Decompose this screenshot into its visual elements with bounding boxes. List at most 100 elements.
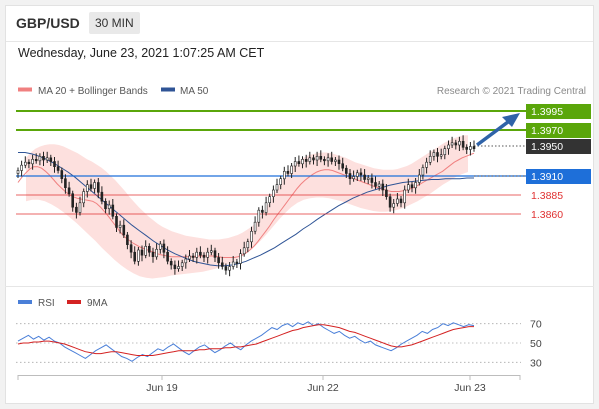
candle-bear: [388, 196, 392, 208]
candle-bear: [465, 146, 469, 150]
forecast-arrow-shaft: [475, 117, 514, 147]
chart-header: GBP/USD 30 MIN: [6, 6, 593, 42]
candle-bear: [341, 163, 345, 169]
level-1-3910-tag: [526, 169, 591, 184]
candle-bear: [148, 246, 151, 253]
candle-bear: [344, 167, 348, 174]
candle-bear: [49, 157, 53, 162]
candle-bull: [468, 146, 472, 150]
candle-bear: [213, 250, 217, 258]
candle-bull: [144, 246, 147, 256]
candle-bull: [231, 261, 235, 267]
rsi-layer: 70 50 30: [16, 319, 542, 369]
candle-bull: [206, 251, 209, 258]
candle-bull: [246, 241, 250, 248]
candle-bear: [97, 182, 100, 193]
level-1-3970-label: 1.3970: [531, 125, 563, 137]
candle-bear: [100, 191, 104, 202]
candle-bull: [45, 157, 49, 161]
candle-bull: [93, 182, 96, 189]
candles-layer: [16, 135, 476, 277]
candle-bear: [111, 204, 115, 217]
candle-bear: [122, 224, 126, 236]
candle-bull: [228, 266, 231, 271]
candle-bear: [399, 198, 403, 204]
candle-bear: [436, 152, 439, 157]
candle-bull: [301, 159, 304, 165]
candle-bull: [78, 202, 82, 213]
candle-bear: [42, 156, 45, 161]
candle-bear: [191, 255, 195, 258]
level-lines-layer: 1.3995 1.3970 1.3950 1.3910 1.3885 1.3860: [16, 104, 591, 221]
candle-bull: [38, 156, 42, 162]
level-1-3860-label: 1.3860: [531, 209, 563, 221]
candle-bear: [89, 184, 93, 189]
candle-bear: [75, 206, 78, 213]
rsi-tick-70: 70: [530, 319, 542, 331]
bollinger-band-layer: [26, 135, 468, 279]
level-1-3995-tag: [526, 104, 591, 119]
candle-bear: [140, 249, 144, 256]
candle-bear: [348, 173, 352, 179]
candle-bull: [428, 156, 432, 163]
candle-bear: [67, 187, 71, 195]
research-credit: Research © 2021 Trading Central: [437, 86, 586, 97]
level-1-3995-label: 1.3995: [531, 106, 563, 118]
candle-bull: [177, 266, 180, 270]
forecast-arrow-layer: [475, 113, 520, 147]
candle-bull: [23, 161, 27, 166]
ma20-legend-label: MA 20 + Bollinger Bands: [38, 86, 148, 97]
candle-bull: [334, 159, 337, 162]
candle-bull: [392, 203, 396, 208]
x-tick-label: Jun 22: [307, 382, 339, 394]
candle-bear: [461, 141, 465, 148]
candle-bear: [64, 178, 67, 188]
candle-bull: [403, 189, 407, 204]
candle-bull: [443, 148, 447, 155]
rsi-line: [17, 321, 475, 362]
candle-bull: [82, 191, 85, 204]
rsi-tick-30: 30: [530, 357, 542, 369]
candle-bull: [417, 174, 421, 183]
candle-bear: [104, 201, 107, 210]
candle-bear: [151, 251, 155, 257]
candle-bear: [297, 161, 301, 165]
candle-bull: [275, 184, 279, 191]
candle-bull: [290, 165, 293, 174]
candle-bear: [133, 251, 136, 262]
candle-bear: [199, 251, 202, 256]
candle-bear: [71, 193, 74, 208]
candle-bull: [242, 247, 246, 255]
candle-bear: [454, 142, 458, 146]
candle-bull: [257, 209, 261, 223]
candle-bear: [34, 159, 38, 162]
x-tick-label: Jun 23: [454, 382, 486, 394]
candle-bull: [118, 224, 122, 228]
timeframe-badge[interactable]: 30 MIN: [89, 12, 140, 34]
candle-bull: [16, 170, 20, 174]
ma20-line: [17, 152, 475, 258]
level-1-3885-label: 1.3885: [531, 190, 563, 202]
ma9-legend-swatch: [67, 300, 81, 304]
candle-bear: [374, 182, 377, 187]
candle-bull: [159, 243, 162, 250]
candle-bear: [53, 161, 56, 167]
candle-bear: [166, 251, 169, 262]
candle-bear: [202, 254, 206, 258]
candle-bear: [217, 257, 220, 264]
candle-bull: [210, 250, 213, 253]
forecast-arrow-head: [502, 113, 520, 127]
candle-bear: [60, 170, 64, 179]
candle-bear: [359, 172, 363, 176]
candle-bull: [282, 171, 286, 180]
candle-bull: [86, 184, 89, 192]
candle-bear: [126, 234, 129, 245]
candle-bear: [370, 177, 374, 183]
candle-bear: [224, 266, 228, 271]
ma50-legend-swatch: [161, 87, 175, 92]
candle-bear: [169, 260, 173, 266]
candle-bull: [184, 258, 188, 264]
candle-bear: [410, 184, 414, 188]
ma50-line: [18, 152, 474, 267]
